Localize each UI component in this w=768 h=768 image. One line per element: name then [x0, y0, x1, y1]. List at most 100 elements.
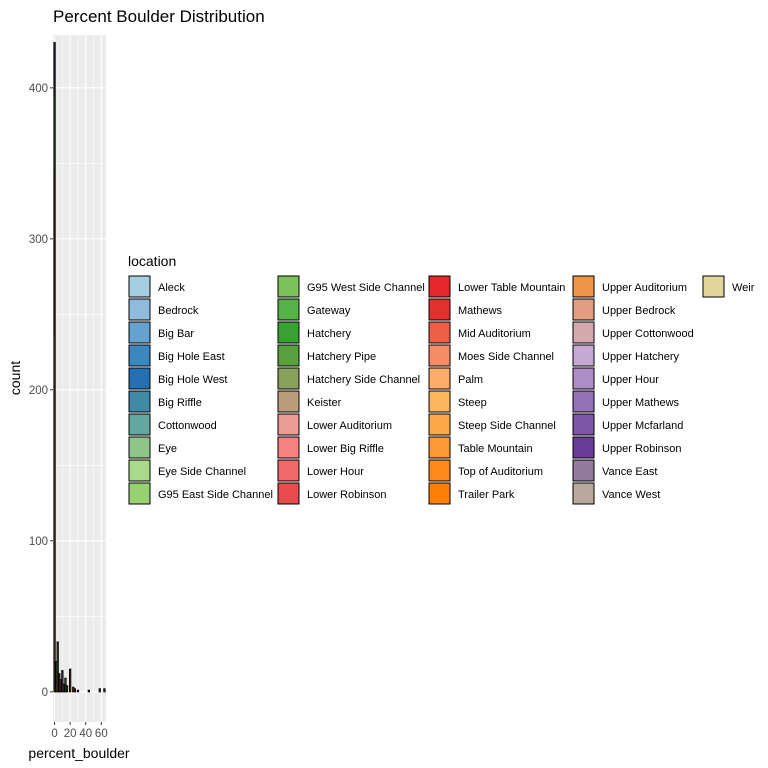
bar-segment: [53, 42, 56, 95]
y-axis-title: count: [7, 361, 23, 395]
legend-key: [277, 390, 300, 413]
legend-label: Vance West: [602, 489, 660, 501]
legend-item: Big Hole West: [128, 367, 228, 390]
bar-outline: [98, 688, 101, 693]
legend-key: [277, 436, 300, 459]
legend-key: [572, 298, 595, 321]
legend-key: [128, 367, 151, 390]
bar-outline: [76, 689, 80, 693]
legend-key: [128, 482, 151, 505]
legend-label: Eye Side Channel: [158, 466, 246, 478]
legend-key: [277, 321, 300, 344]
bar-segment: [77, 690, 79, 692]
chart-title: Percent Boulder Distribution: [53, 7, 265, 26]
bar-segment: [103, 688, 106, 692]
legend-item: Keister: [277, 390, 342, 413]
bar-outline: [53, 42, 56, 693]
legend-label: Aleck: [158, 282, 185, 294]
legend-key: [128, 459, 151, 482]
y-tick-label: 300: [29, 234, 48, 246]
legend-label: Table Mountain: [458, 443, 533, 455]
legend-item: Weir: [702, 275, 755, 298]
histogram-bar: [73, 688, 76, 693]
histogram-bar: [69, 668, 72, 693]
legend-key: [572, 482, 595, 505]
legend-item: Cottonwood: [128, 413, 217, 436]
legend-item: Palm: [428, 367, 483, 390]
legend-item: Hatchery: [277, 321, 352, 344]
legend-key: [277, 275, 300, 298]
legend-key: [128, 321, 151, 344]
legend-key: [428, 482, 451, 505]
legend-label: Big Hole West: [158, 374, 228, 386]
legend-key: [128, 436, 151, 459]
legend-label: Upper Bedrock: [602, 305, 676, 317]
legend-label: Upper Auditorium: [602, 282, 687, 294]
bar-outline: [103, 688, 106, 693]
legend-label: Big Hole East: [158, 351, 225, 363]
legend-item: Mathews: [428, 298, 503, 321]
legend-key: [572, 344, 595, 367]
bar-segment: [53, 172, 56, 335]
legend-key: [572, 321, 595, 344]
histogram-bar: [61, 670, 64, 693]
legend-label: Weir: [732, 282, 755, 294]
bar-outline: [64, 677, 67, 693]
legend-label: Lower Robinson: [307, 489, 387, 501]
legend-item: Steep: [428, 390, 487, 413]
legend-title: location: [128, 253, 176, 269]
histogram-bar: [53, 42, 56, 693]
x-axis-ticks: 0 20 40 60: [51, 722, 108, 740]
legend-label: Big Bar: [158, 328, 194, 340]
histogram-bar: [64, 677, 67, 693]
legend-key: [428, 298, 451, 321]
y-tick-label: 100: [29, 536, 48, 548]
legend-key: [128, 390, 151, 413]
x-tick-label: 60: [95, 728, 108, 740]
legend-item: Vance West: [572, 482, 660, 505]
histogram-bar: [98, 688, 101, 693]
legend-label: Mid Auditorium: [458, 328, 531, 340]
bar-segment: [66, 685, 68, 692]
plot-panel: [53, 35, 106, 722]
x-tick-label: 20: [64, 728, 77, 740]
legend-key: [128, 298, 151, 321]
legend-label: G95 East Side Channel: [158, 489, 273, 501]
legend-key: [277, 344, 300, 367]
legend-key: [428, 436, 451, 459]
bar-outline: [73, 688, 76, 693]
legend: Aleck Bedrock Big Bar Big Hole East Big Hole…: [128, 275, 755, 505]
legend-label: Upper Mcfarland: [602, 420, 683, 432]
legend-item: Big Riffle: [128, 390, 202, 413]
legend-item: Aleck: [128, 275, 185, 298]
legend-label: Moes Side Channel: [458, 351, 554, 363]
legend-item: Lower Auditorium: [277, 413, 392, 436]
legend-label: Steep: [458, 397, 487, 409]
legend-key: [572, 367, 595, 390]
legend-item: Big Bar: [128, 321, 194, 344]
x-tick-label: 0: [51, 728, 57, 740]
legend-label: G95 West Side Channel: [307, 282, 425, 294]
bar-outline: [65, 685, 69, 693]
legend-item: Big Hole East: [128, 344, 225, 367]
legend-label: Lower Hour: [307, 466, 364, 478]
histogram-bar: [76, 689, 80, 693]
legend-item: Upper Auditorium: [572, 275, 687, 298]
legend-item: Upper Mcfarland: [572, 413, 683, 436]
legend-label: Steep Side Channel: [458, 420, 556, 432]
legend-label: Upper Hatchery: [602, 351, 680, 363]
legend-item: Eye Side Channel: [128, 459, 246, 482]
legend-label: Hatchery Side Channel: [307, 374, 420, 386]
legend-key: [572, 413, 595, 436]
legend-key: [428, 275, 451, 298]
legend-item: Upper Hour: [572, 367, 659, 390]
legend-item: G95 West Side Channel: [277, 275, 425, 298]
legend-key: [428, 413, 451, 436]
legend-item: G95 East Side Channel: [128, 482, 273, 505]
legend-item: Upper Mathews: [572, 390, 680, 413]
legend-key: [277, 482, 300, 505]
legend-label: Trailer Park: [458, 489, 515, 501]
legend-label: Top of Auditorium: [458, 466, 543, 478]
bar-segment: [53, 334, 56, 692]
bar-segment: [88, 690, 90, 692]
